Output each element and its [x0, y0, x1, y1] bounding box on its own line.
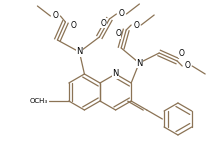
Text: O: O	[53, 12, 58, 20]
Text: O: O	[133, 20, 139, 29]
Text: O: O	[70, 21, 76, 31]
Text: N: N	[136, 59, 142, 68]
Text: OCH₃: OCH₃	[30, 98, 48, 104]
Text: O: O	[101, 19, 106, 28]
Text: O: O	[178, 48, 184, 57]
Text: N: N	[112, 69, 119, 79]
Text: N: N	[76, 48, 83, 56]
Text: O: O	[118, 9, 124, 19]
Text: O: O	[184, 61, 190, 71]
Text: O: O	[115, 29, 121, 39]
